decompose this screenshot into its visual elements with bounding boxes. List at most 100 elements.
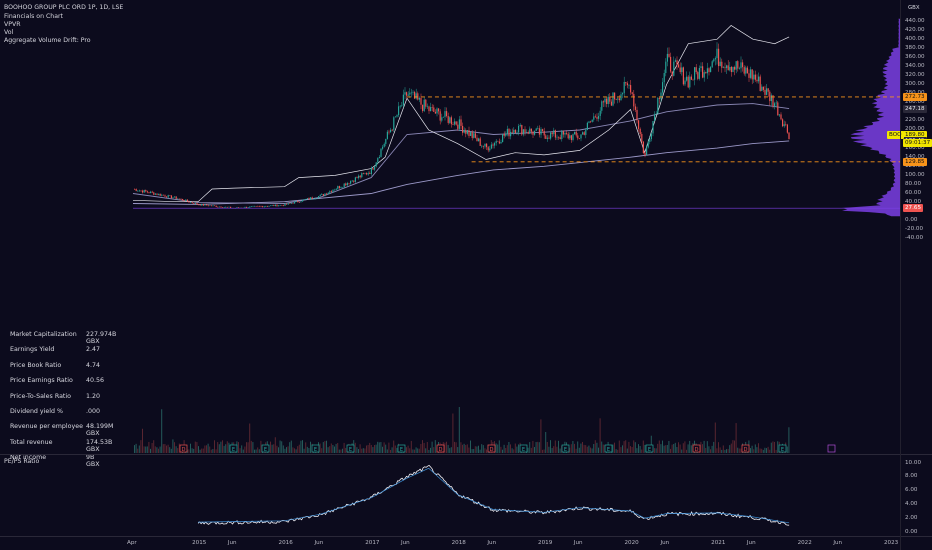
volume-bar: [198, 446, 199, 453]
candle-body: [590, 121, 592, 123]
volume-bar: [471, 449, 473, 453]
candle-body: [580, 134, 582, 139]
event-marker-label: E: [400, 447, 403, 453]
indicator-vpvr[interactable]: VPVR: [4, 21, 21, 28]
volume-bar: [388, 442, 390, 453]
candle-body: [535, 128, 537, 131]
candle-body: [476, 137, 478, 142]
candle-body: [719, 61, 721, 67]
volume-profile: [841, 18, 900, 217]
candle-body: [484, 143, 486, 147]
volume-bar: [670, 448, 671, 453]
candle-body: [748, 73, 750, 78]
event-marker-label: D: [182, 447, 186, 453]
candle-body: [631, 92, 633, 94]
candle-body: [551, 132, 553, 135]
volume-bar: [290, 440, 292, 453]
indicator-vol[interactable]: Vol: [4, 29, 14, 36]
volume-bar: [201, 448, 203, 453]
volume-bar: [761, 448, 763, 453]
axis-separator: [900, 0, 901, 550]
volume-bar: [601, 441, 603, 453]
volume-bar: [390, 449, 391, 453]
candle-body: [276, 204, 278, 207]
volume-bar: [617, 449, 619, 453]
candle-body: [367, 173, 369, 175]
volume-bar: [753, 449, 755, 453]
candle-body: [185, 199, 187, 202]
volume-bar: [657, 443, 659, 453]
volume-bar: [658, 440, 660, 453]
candle-body: [383, 143, 385, 147]
volume-bar: [478, 445, 479, 453]
indicator-volume-drift[interactable]: Aggregate Volume Drift: Pro: [4, 37, 91, 44]
candle-body: [166, 196, 168, 198]
volume-bar: [516, 446, 518, 453]
volume-bar: [300, 440, 302, 453]
candle-body: [487, 147, 489, 151]
volume-bar: [734, 440, 735, 453]
ma-long-tag: 247.18: [903, 104, 927, 113]
volume-bar: [457, 447, 459, 453]
volume-bar: [199, 449, 201, 453]
volume-bar: [226, 441, 228, 453]
volume-bar: [294, 448, 295, 453]
volume-bar: [654, 448, 655, 453]
candle-body: [516, 132, 518, 133]
volume-bar: [762, 449, 764, 453]
volume-bar: [751, 445, 753, 453]
candle-body: [652, 120, 654, 134]
candle-body: [770, 95, 772, 102]
volume-bar: [367, 445, 369, 453]
candle-body: [594, 116, 596, 118]
volume-bar: [330, 443, 332, 453]
candle-body: [769, 91, 771, 102]
time-tick: Jun: [746, 540, 756, 546]
volume-bar: [412, 449, 414, 453]
upper-level-tag: 272.73: [903, 92, 927, 101]
volume-bar: [406, 447, 407, 453]
indicator-financials[interactable]: Financials on Chart: [4, 13, 63, 20]
volume-bar: [759, 448, 761, 453]
time-tick: Jun: [833, 540, 843, 546]
candle-body: [287, 203, 289, 205]
candle-body: [348, 182, 350, 184]
candle-body: [785, 124, 787, 125]
volume-bar: [455, 442, 457, 453]
ratio-tick: 6.00: [905, 487, 918, 494]
candle-body: [452, 124, 454, 125]
candle-body: [726, 65, 728, 69]
volume-bar: [417, 448, 419, 453]
candle-body: [255, 206, 257, 207]
candle-body: [636, 109, 638, 121]
volume-bar: [498, 440, 500, 453]
volume-bar: [788, 427, 790, 453]
candle-body: [247, 207, 249, 209]
pane-separator[interactable]: [0, 454, 932, 455]
financial-label: Price Earnings Ratio: [10, 377, 73, 385]
volume-bar: [644, 444, 646, 453]
candle-body: [615, 99, 617, 100]
event-marker-icon: [261, 444, 270, 453]
candle-body: [170, 195, 172, 199]
candle-body: [191, 202, 193, 204]
candle-body: [206, 204, 208, 206]
volume-bar: [222, 440, 223, 453]
ratio-tick: 10.00: [905, 459, 922, 466]
volume-bar: [553, 446, 555, 453]
candle-body: [450, 117, 452, 125]
candle-body: [754, 74, 756, 80]
volume-bar: [703, 440, 705, 453]
volume-bar: [738, 448, 740, 453]
price-tick: 360.00: [905, 53, 925, 60]
event-marker-icon: [229, 444, 238, 453]
volume-bar: [434, 440, 436, 453]
candle-body: [145, 189, 147, 192]
volume-bar: [682, 443, 684, 453]
volume-bar: [511, 448, 513, 453]
volume-bar: [769, 449, 771, 453]
candle-body: [665, 61, 667, 74]
volume-bar: [502, 449, 503, 453]
candle-body: [370, 168, 372, 175]
